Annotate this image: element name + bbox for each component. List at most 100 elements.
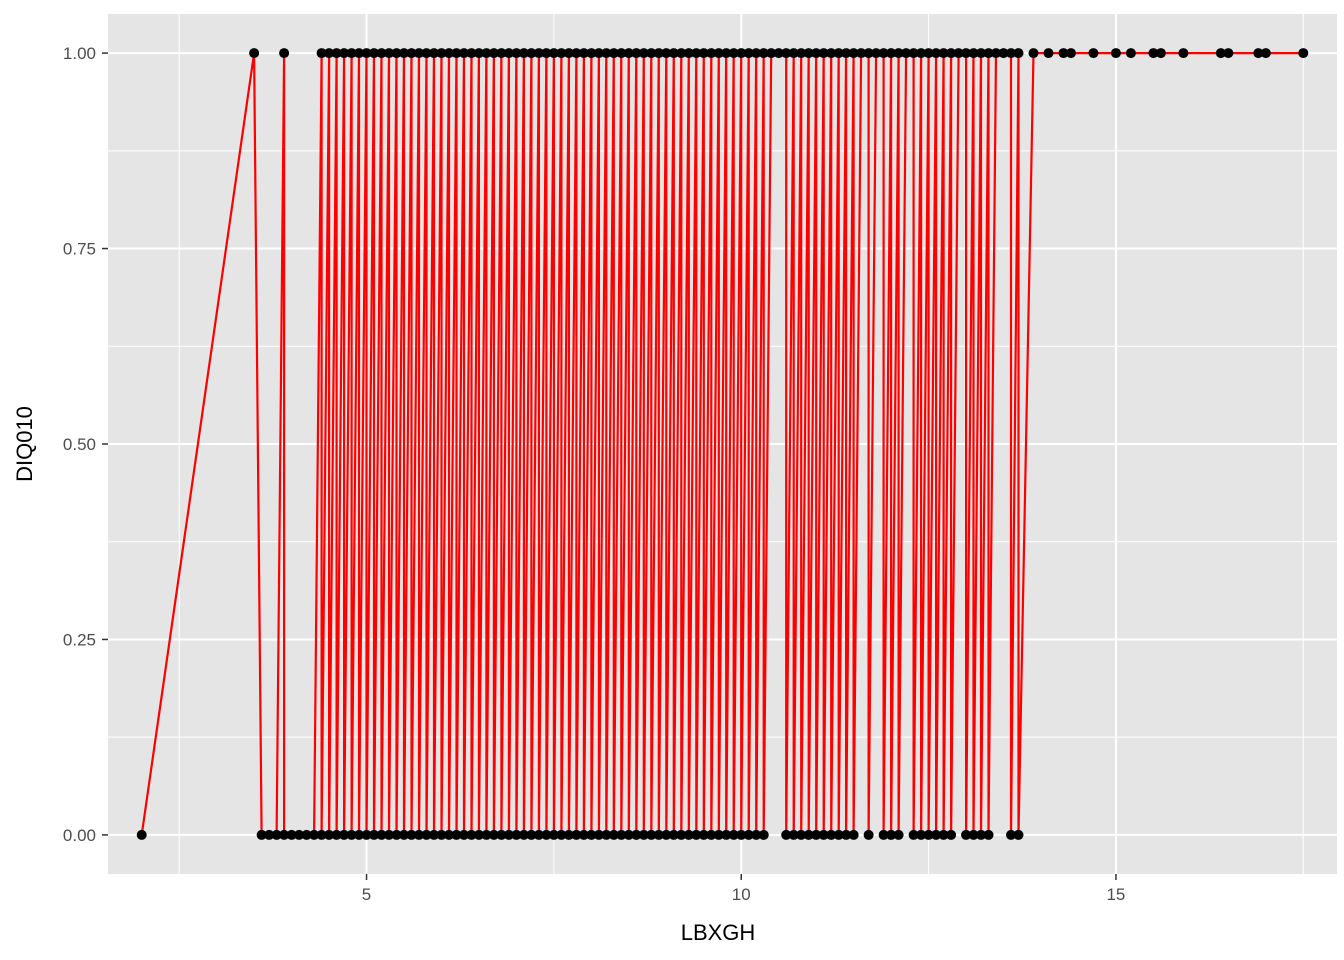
- data-point: [399, 829, 410, 840]
- data-point: [496, 829, 507, 840]
- data-point: [818, 829, 829, 840]
- data-point: [698, 48, 709, 59]
- data-point: [593, 48, 604, 59]
- data-point: [646, 829, 657, 840]
- data-point: [428, 829, 439, 840]
- data-point: [796, 48, 807, 59]
- data-point: [548, 48, 559, 59]
- data-point: [661, 48, 672, 59]
- data-point: [691, 829, 702, 840]
- data-point: [698, 829, 709, 840]
- data-point: [661, 829, 672, 840]
- series-line-group: [140, 52, 1304, 836]
- data-point: [736, 829, 747, 840]
- data-point: [421, 48, 432, 59]
- data-point: [878, 829, 889, 840]
- data-point: [1223, 48, 1234, 59]
- data-point: [743, 829, 754, 840]
- data-point: [571, 48, 582, 59]
- data-point: [271, 829, 282, 840]
- data-point: [443, 48, 454, 59]
- data-point: [713, 829, 724, 840]
- data-point: [354, 48, 365, 59]
- data-point: [301, 829, 312, 840]
- data-point: [1088, 48, 1099, 59]
- y-tick-label: 1.00: [63, 44, 96, 63]
- data-point: [908, 829, 919, 840]
- data-point: [863, 48, 874, 59]
- data-point: [601, 48, 612, 59]
- data-point: [256, 829, 267, 840]
- data-point: [983, 48, 994, 59]
- series-line: [140, 52, 1304, 836]
- data-point: [668, 829, 679, 840]
- y-tick-label: 0.25: [63, 630, 96, 649]
- data-point: [623, 829, 634, 840]
- data-point: [511, 48, 522, 59]
- data-point: [616, 48, 627, 59]
- data-point: [331, 829, 342, 840]
- data-point: [856, 48, 867, 59]
- data-point: [968, 48, 979, 59]
- data-point: [428, 48, 439, 59]
- data-point: [833, 48, 844, 59]
- data-point: [361, 829, 372, 840]
- data-point: [938, 829, 949, 840]
- data-point: [361, 48, 372, 59]
- data-point: [1058, 48, 1069, 59]
- y-tick-label: 0.50: [63, 435, 96, 454]
- data-point: [586, 48, 597, 59]
- data-point: [998, 48, 1009, 59]
- data-point: [803, 829, 814, 840]
- data-point: [481, 48, 492, 59]
- data-point: [638, 829, 649, 840]
- data-point: [826, 48, 837, 59]
- data-point: [803, 48, 814, 59]
- data-point: [324, 829, 335, 840]
- data-point: [578, 48, 589, 59]
- data-point: [608, 48, 619, 59]
- data-point: [713, 48, 724, 59]
- data-point: [526, 829, 537, 840]
- data-point: [826, 829, 837, 840]
- data-point: [1253, 48, 1264, 59]
- data-point: [563, 829, 574, 840]
- y-tick-label: 0.75: [63, 240, 96, 259]
- data-point: [541, 48, 552, 59]
- data-point: [249, 48, 260, 59]
- data-point: [638, 48, 649, 59]
- data-point: [541, 829, 552, 840]
- data-point: [473, 829, 484, 840]
- data-point: [406, 48, 417, 59]
- data-point: [1178, 48, 1189, 59]
- data-point: [316, 829, 327, 840]
- data-point: [1260, 48, 1271, 59]
- data-point: [443, 829, 454, 840]
- data-point: [406, 829, 417, 840]
- data-point: [586, 829, 597, 840]
- data-point: [1013, 48, 1024, 59]
- data-point: [976, 48, 987, 59]
- data-point: [1155, 48, 1166, 59]
- data-point: [848, 48, 859, 59]
- data-point: [1065, 48, 1076, 59]
- data-point: [339, 48, 350, 59]
- data-point: [458, 829, 469, 840]
- x-axis: 5 10 15: [362, 874, 1125, 904]
- data-point: [871, 48, 882, 59]
- data-point: [796, 829, 807, 840]
- data-point: [473, 48, 484, 59]
- data-point: [413, 48, 424, 59]
- data-point: [286, 829, 297, 840]
- data-point: [908, 48, 919, 59]
- data-point: [916, 48, 927, 59]
- data-point: [811, 829, 822, 840]
- data-point: [376, 48, 387, 59]
- data-point: [496, 48, 507, 59]
- data-point: [751, 48, 762, 59]
- data-point: [1043, 48, 1054, 59]
- data-point: [766, 48, 777, 59]
- data-point: [563, 48, 574, 59]
- data-point: [556, 829, 567, 840]
